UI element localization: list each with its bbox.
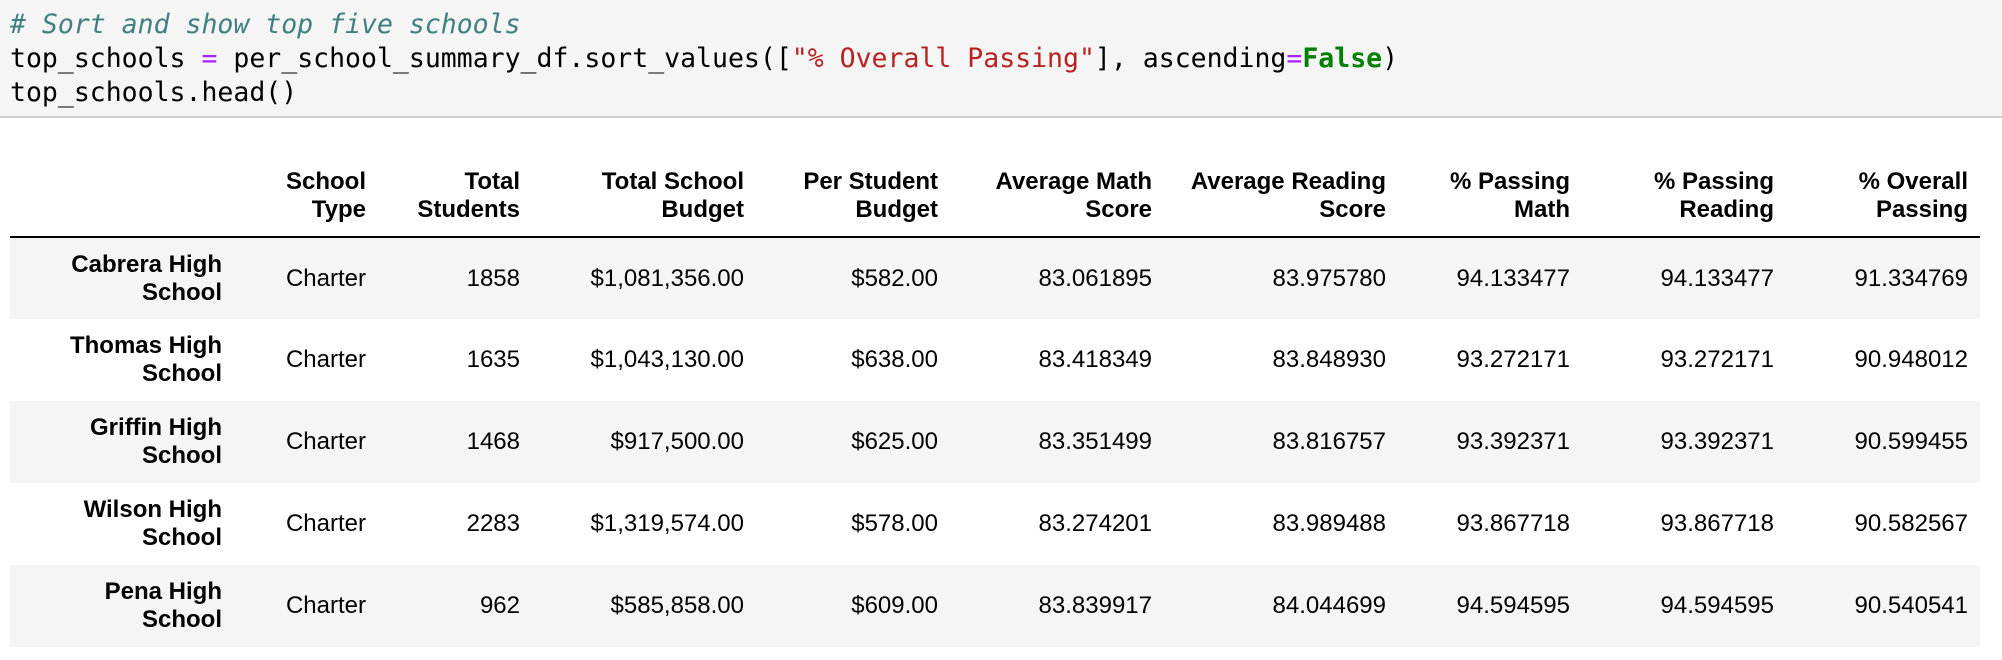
code-line-head: top_schools.head() [10, 76, 2002, 110]
cell-average-reading-score: 83.989488 [1272, 510, 1386, 537]
header-total-school-budget: Total School Budget [532, 168, 756, 238]
cell-passing-math: 93.392371 [1456, 428, 1570, 455]
code-close: ) [1382, 43, 1399, 74]
cell-passing-math: 93.867718 [1456, 510, 1570, 537]
header-passing-math: % Passing Math [1398, 168, 1582, 238]
cell-passing-reading: 94.133477 [1660, 264, 1774, 292]
cell-passing-math: 94.594595 [1456, 592, 1570, 619]
cell-average-math-score: 83.274201 [1038, 510, 1152, 537]
cell-overall-passing: 90.582567 [1854, 510, 1968, 537]
code-head-call: top_schools.head() [10, 77, 298, 108]
cell-average-math-score: 83.061895 [1038, 264, 1152, 292]
cell-school-type: Charter [285, 346, 366, 373]
header-row: School Type Total Students Total School Bud… [10, 168, 1980, 238]
cell-total-school-budget: $1,081,356.00 [590, 264, 744, 292]
header-school-type: School Type [234, 168, 378, 238]
cell-passing-math: 93.272171 [1456, 346, 1570, 373]
cell-overall-passing: 90.540541 [1854, 592, 1968, 619]
cell-total-students: 962 [479, 592, 520, 619]
cell-passing-reading: 93.392371 [1660, 428, 1774, 455]
cell-total-school-budget: $585,858.00 [610, 592, 744, 619]
cell-average-reading-score: 83.975780 [1272, 264, 1386, 292]
table-row: Thomas High School Charter 1635 $1,043,13… [10, 319, 1980, 401]
cell-total-students: 1858 [466, 264, 520, 292]
cell-passing-reading: 93.867718 [1660, 510, 1774, 537]
code-string: "% Overall Passing" [791, 43, 1095, 74]
cell-school-type: Charter [285, 428, 366, 455]
table-row: Cabrera High School Charter 1858 $1,081,3… [10, 237, 1980, 319]
cell-total-school-budget: $1,043,130.00 [590, 346, 744, 373]
row-index: Thomas High School [69, 332, 222, 387]
cell-per-student-budget: $582.00 [851, 264, 938, 292]
cell-passing-reading: 94.594595 [1660, 592, 1774, 619]
cell-per-student-budget: $638.00 [851, 346, 938, 373]
table-row: Pena High School Charter 962 $585,858.00 … [10, 565, 1980, 647]
cell-overall-passing: 90.948012 [1854, 346, 1968, 373]
code-var: top_schools [10, 43, 202, 74]
output-area: School Type Total Students Total School Bud… [0, 118, 2002, 647]
code-args: ], ascending [1094, 43, 1287, 74]
cell-average-math-score: 83.351499 [1038, 428, 1152, 455]
cell-average-reading-score: 84.044699 [1272, 592, 1386, 619]
cell-average-reading-score: 83.848930 [1272, 346, 1386, 373]
header-average-math-score: Average Math Score [950, 168, 1164, 238]
cell-average-math-score: 83.839917 [1038, 592, 1152, 619]
table-header: School Type Total Students Total School Bud… [10, 168, 1980, 238]
code-operator-2: = [1286, 43, 1303, 74]
code-keyword: False [1302, 43, 1383, 74]
cell-school-type: Charter [285, 264, 366, 292]
code-cell[interactable]: # Sort and show top five schools top_scho… [0, 0, 2002, 118]
row-index: Cabrera High School [71, 250, 222, 306]
cell-total-students: 2283 [466, 510, 520, 537]
cell-passing-reading: 93.272171 [1660, 346, 1774, 373]
code-call: per_school_summary_df.sort_values([ [217, 43, 792, 74]
cell-total-school-budget: $1,319,574.00 [590, 510, 744, 537]
cell-average-math-score: 83.418349 [1038, 346, 1152, 373]
row-index: Wilson High School [83, 496, 222, 551]
row-index: Griffin High School [90, 414, 222, 469]
cell-school-type: Charter [285, 510, 366, 537]
cell-total-students: 1468 [466, 428, 520, 455]
header-total-students: Total Students [378, 168, 532, 238]
cell-average-reading-score: 83.816757 [1272, 428, 1386, 455]
table-row: Griffin High School Charter 1468 $917,500… [10, 401, 1980, 483]
cell-school-type: Charter [285, 592, 366, 619]
cell-overall-passing: 91.334769 [1854, 264, 1968, 292]
table-row: Wilson High School Charter 2283 $1,319,57… [10, 483, 1980, 565]
header-average-reading-score: Average Reading Score [1164, 168, 1398, 238]
header-overall-passing: % Overall Passing [1786, 168, 1980, 238]
cell-per-student-budget: $609.00 [851, 592, 938, 619]
dataframe-table: School Type Total Students Total School Bud… [10, 168, 1980, 647]
table-body: Cabrera High School Charter 1858 $1,081,3… [10, 237, 1980, 647]
cell-per-student-budget: $625.00 [851, 428, 938, 455]
header-index [10, 168, 234, 238]
row-index: Pena High School [104, 578, 222, 633]
cell-total-students: 1635 [466, 346, 520, 373]
cell-overall-passing: 90.599455 [1854, 428, 1968, 455]
code-line-sort: top_schools = per_school_summary_df.sort… [10, 42, 2002, 76]
code-comment: # Sort and show top five schools [10, 9, 521, 40]
code-line-comment: # Sort and show top five schools [10, 8, 2002, 42]
cell-per-student-budget: $578.00 [851, 510, 938, 537]
cell-total-school-budget: $917,500.00 [610, 428, 744, 455]
header-per-student-budget: Per Student Budget [756, 168, 950, 238]
cell-passing-math: 94.133477 [1456, 264, 1570, 292]
header-passing-reading: % Passing Reading [1582, 168, 1786, 238]
code-operator: = [201, 43, 218, 74]
